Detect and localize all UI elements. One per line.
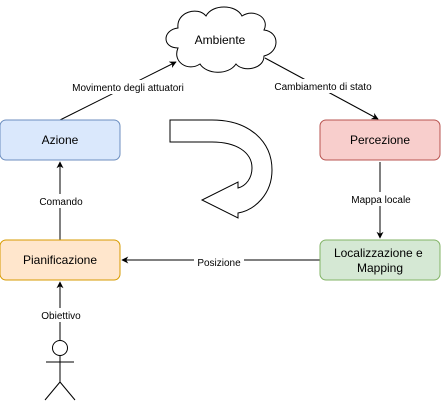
cycle-arrow-icon [169, 119, 273, 219]
actor-stick-figure-icon[interactable] [44, 340, 76, 401]
node-localizzazione-label: Localizzazione e Mapping [334, 246, 426, 275]
edge-label-posizione: Posizione [194, 255, 244, 269]
svg-text:Cambiamento di stato: Cambiamento di stato [274, 82, 372, 93]
edge-label-comando: Comando [38, 194, 84, 208]
node-ambiente-label: Ambiente [195, 33, 246, 47]
edge-label-mappa: Mappa locale [349, 192, 413, 206]
svg-text:Comando: Comando [39, 197, 83, 208]
node-pianificazione[interactable]: Pianificazione [0, 239, 121, 281]
node-ambiente[interactable]: Ambiente [165, 6, 277, 73]
cloud-shape [165, 6, 277, 73]
svg-text:Mappa locale: Mappa locale [351, 195, 411, 206]
node-azione-label: Azione [42, 133, 79, 147]
svg-text:Posizione: Posizione [197, 258, 241, 269]
edge-label-obiettivo: Obiettivo [38, 308, 84, 322]
node-azione[interactable]: Azione [0, 119, 121, 161]
node-percezione-label: Percezione [350, 133, 410, 147]
svg-text:Obiettivo: Obiettivo [41, 311, 81, 322]
edge-label-cambiamento: Cambiamento di stato [269, 79, 377, 93]
node-percezione[interactable]: Percezione [319, 119, 441, 161]
svg-text:Movimento degli attuatori: Movimento degli attuatori [72, 83, 184, 94]
node-localizzazione[interactable]: Localizzazione e Mapping [319, 239, 441, 281]
node-pianificazione-label: Pianificazione [23, 253, 97, 267]
edge-label-movimento: Movimento degli attuatori [66, 80, 190, 94]
